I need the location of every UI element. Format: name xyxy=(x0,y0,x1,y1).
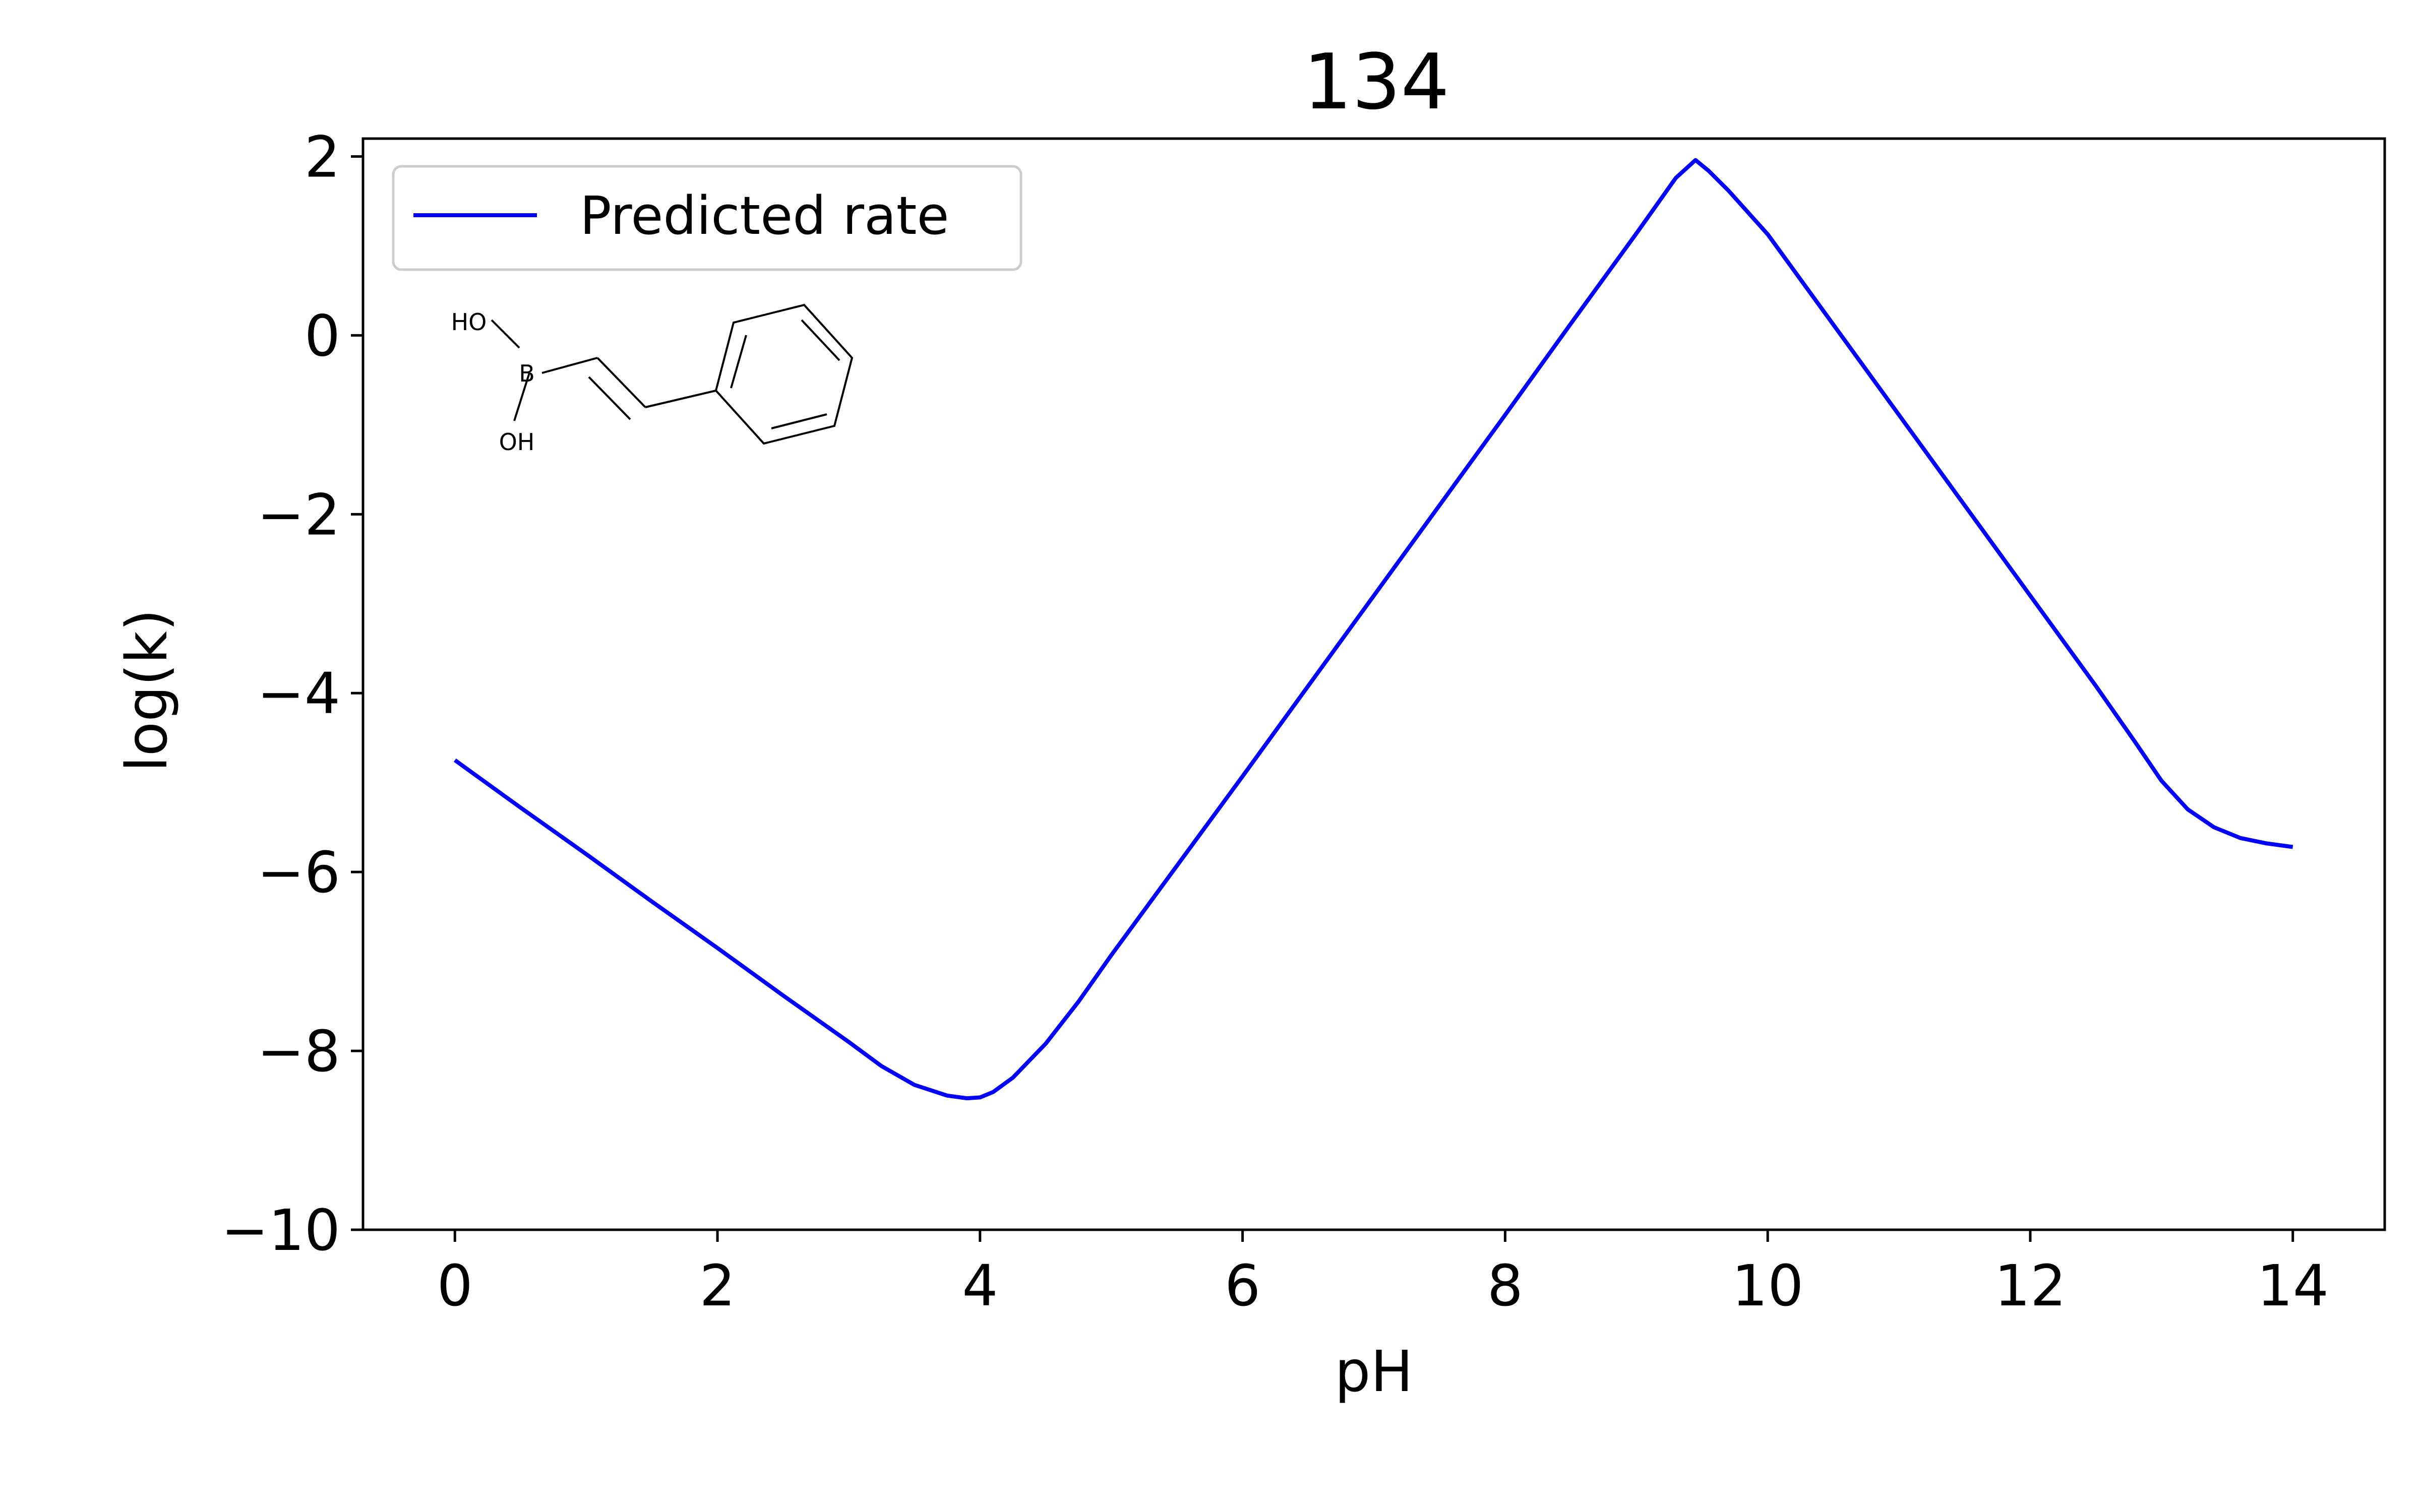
chemical-structure: HO B OH xyxy=(451,303,854,456)
x-tick-label: 14 xyxy=(2257,1253,2329,1319)
y-tick-label: −10 xyxy=(221,1198,340,1264)
series-line-predicted-rate xyxy=(453,158,2293,1101)
legend-entry-predicted-rate: Predicted rate xyxy=(580,185,949,246)
y-tick-label: −6 xyxy=(257,840,340,906)
legend-box xyxy=(392,165,1022,271)
x-tick-label: 12 xyxy=(1994,1253,2067,1319)
y-axis-ticks: 2 0 −2 −4 −6 −8 −10 xyxy=(221,124,363,1264)
y-tick-label: 2 xyxy=(305,124,340,190)
x-tick-label: 2 xyxy=(699,1253,735,1319)
x-tick-label: 6 xyxy=(1225,1253,1260,1319)
x-tick-label: 4 xyxy=(962,1253,998,1319)
x-tick-label: 10 xyxy=(1732,1253,1804,1319)
x-tick-label: 8 xyxy=(1487,1253,1523,1319)
plot-frame xyxy=(361,137,2386,1231)
y-tick-label: 0 xyxy=(305,303,340,369)
legend: Predicted rate xyxy=(392,165,1022,271)
plot-area xyxy=(361,137,2386,1231)
y-axis-label: log(k) xyxy=(114,609,180,772)
y-tick-label: −4 xyxy=(257,661,340,727)
atom-label-b: B xyxy=(519,360,535,387)
x-axis-label: pH xyxy=(1335,1339,1413,1405)
atom-label-ho: HO xyxy=(451,308,487,336)
x-tick-label: 0 xyxy=(437,1253,473,1319)
y-tick-label: −8 xyxy=(257,1019,340,1085)
x-axis-ticks: 0 2 4 6 8 10 12 14 xyxy=(437,1230,2329,1319)
y-tick-label: −2 xyxy=(257,482,340,548)
chart-title: 134 xyxy=(1303,37,1449,127)
atom-label-oh: OH xyxy=(499,428,535,456)
line-layer xyxy=(453,158,2293,1101)
